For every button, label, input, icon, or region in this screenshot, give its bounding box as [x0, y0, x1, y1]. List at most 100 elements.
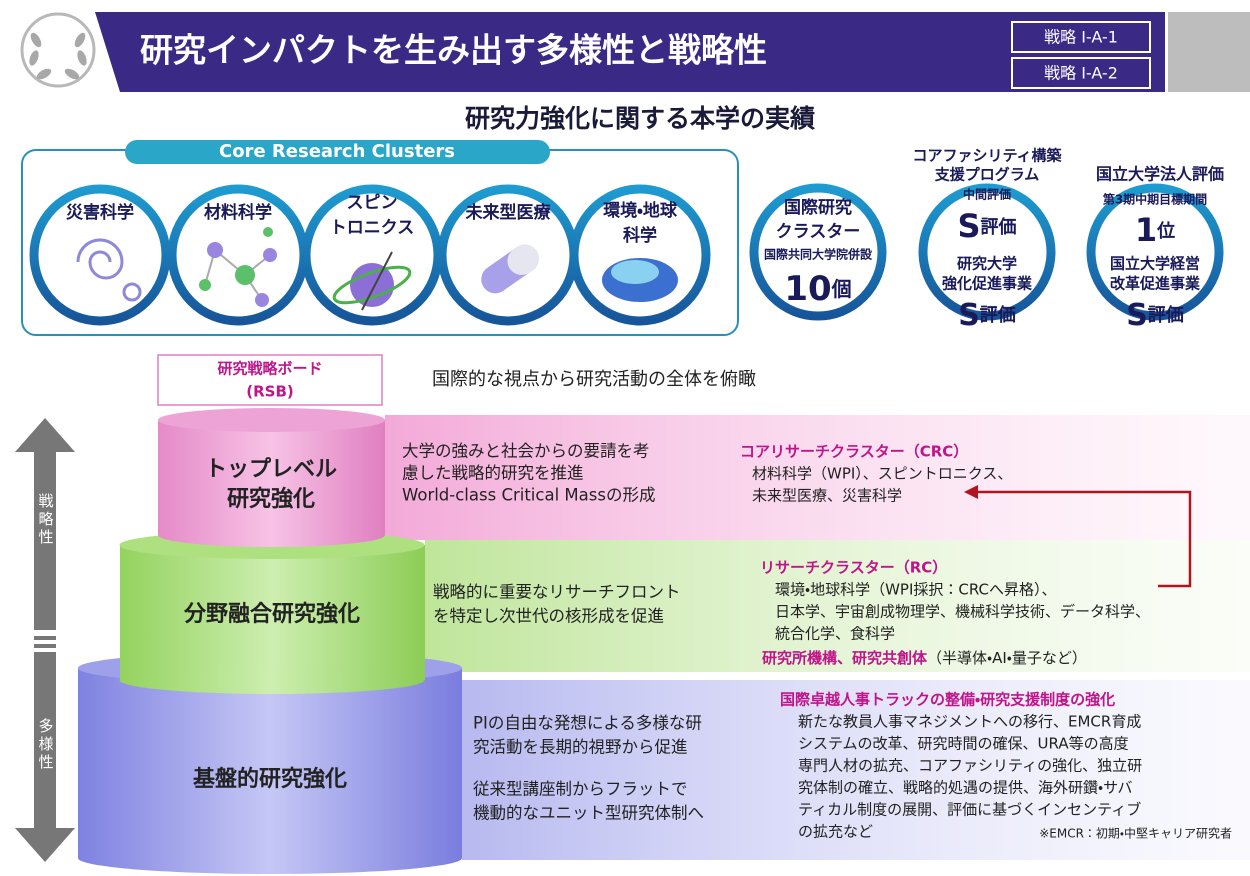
detail-line: 日本学、宇宙創成物理学、機械科学技術、データ科学、 — [775, 603, 1150, 621]
title-banner — [95, 12, 1165, 92]
tier-description: 従来型講座制からフラットで — [473, 780, 688, 799]
detail-line: 材料科学（WPI）、スピントロニクス、 — [752, 465, 1012, 483]
tier-description: 究活動を長期的視野から促進 — [473, 738, 688, 757]
detail-line: 専門人材の拡充、コアファシリティの強化、独立研 — [798, 757, 1142, 775]
achievement-text: 国際共同大学院併設 — [764, 247, 873, 262]
achievement-heading: 国立大学法人評価 — [1096, 165, 1224, 184]
tier-name: トップレベル — [205, 457, 337, 482]
tier-band — [425, 540, 1250, 672]
icon-capsule — [481, 244, 539, 294]
heading: 研究所機構、研究共創体 — [762, 649, 928, 667]
detail-line: ティカル制度の展開、評価に基づくインセンティブ — [798, 801, 1141, 819]
achievement-value: 1位 — [1135, 211, 1175, 249]
achievement-text: 研究大学 — [957, 255, 1017, 273]
grade: S — [957, 207, 980, 245]
page-title: 研究インパクトを生み出す多様性と戦略性 — [140, 31, 767, 70]
axis-label: 戦略性 — [37, 493, 55, 547]
detail-line: の拡充など — [798, 823, 873, 841]
achievement-circle — [1086, 183, 1224, 321]
axis-arrows — [15, 418, 75, 862]
logo-leaves — [29, 32, 87, 80]
tier-description: 慮した戦略的研究を推進 — [402, 464, 584, 483]
number: 10 — [784, 269, 831, 309]
note: （半導体・AI・量子など） — [927, 649, 1087, 667]
detail-line: システムの改革、研究時間の確保、URA等の高度 — [798, 735, 1129, 753]
achievement-value: 10個 — [784, 269, 851, 309]
cluster-circle — [29, 184, 171, 326]
cluster-name: 環境・地球 — [603, 200, 678, 221]
cluster-name: 材料科学 — [204, 202, 272, 223]
unit: 評価 — [980, 304, 1016, 326]
detail-line: 究体制の確立、戦略的処遇の提供、海外研鑽・サバ — [798, 779, 1133, 797]
cluster-name: 科学 — [623, 225, 657, 246]
tier-description: 機動的なユニット型研究体制へ — [473, 804, 704, 823]
achievement-value: S評価 — [958, 298, 1016, 333]
logo — [20, 12, 96, 88]
achievements: 国際研究 クラスター 国際共同大学院併設 10個 コアファシリティ構築 支援プロ… — [749, 147, 1224, 333]
tier-description: World-class Critical Massの形成 — [402, 486, 655, 505]
tier-name: 分野融合研究強化 — [183, 601, 360, 627]
arrow-head — [964, 485, 978, 499]
clusters-label: Core Research Clusters — [219, 141, 455, 162]
detail-line: 未来型医療、災害科学 — [752, 487, 902, 505]
rsb-abbr: (RSB) — [246, 383, 294, 401]
tier-name: 基盤的研究強化 — [193, 766, 347, 792]
grade: S — [958, 298, 980, 333]
achievement-text: 強化促進事業 — [942, 275, 1033, 293]
achievement-text: 国際研究 — [784, 197, 852, 218]
detail-heading: リサーチクラスター（RC） — [760, 559, 947, 577]
icon-earth — [602, 258, 678, 302]
header: 研究インパクトを生み出す多様性と戦略性 戦略 I-A-1 戦略 I-A-2 — [20, 12, 1250, 92]
detail-heading: 国際卓越人事トラックの整備・研究支援制度の強化 — [780, 691, 1115, 709]
detail-line: 環境・地球科学（WPI採択：CRCへ昇格）、 — [775, 581, 1057, 599]
corner-box — [1168, 12, 1250, 92]
badge-text: 戦略 I-A-1 — [1044, 28, 1118, 47]
cluster-circles: 災害科学 材料科学 スピン トロニクス 未来型医療 環境・地球 科学 — [29, 184, 711, 326]
achievement-heading: コアファシリティ構築 — [912, 147, 1062, 165]
rsb-caption: 国際的な視点から研究活動の全体を俯瞰 — [432, 369, 756, 390]
achievement-text: 中間評価 — [963, 187, 1011, 202]
cylinder — [158, 408, 385, 547]
badge — [1011, 21, 1151, 53]
cluster-name: 未来型医療 — [465, 202, 552, 223]
achievement-circle — [918, 183, 1056, 321]
subtitle: 研究力強化に関する本学の実績 — [465, 104, 815, 133]
tier-description: を特定し次世代の核形成を促進 — [433, 607, 664, 626]
detail-heading: コアリサーチクラスター（CRC） — [740, 443, 968, 461]
clusters-pill — [125, 140, 550, 164]
unit: 位 — [1156, 220, 1175, 242]
icon-molecule — [199, 227, 277, 307]
unit: 評価 — [981, 216, 1017, 238]
achievement-circle — [749, 183, 887, 321]
detail-line: 新たな教員人事マネジメントへの移行、EMCR育成 — [798, 713, 1141, 731]
achievement-value: S評価 — [957, 207, 1016, 245]
axis-label: 多様性 — [37, 717, 55, 772]
cluster-name: トロニクス — [330, 218, 415, 238]
badge — [1011, 57, 1151, 89]
achievement-text: 改革促進事業 — [1110, 275, 1201, 293]
unit: 評価 — [1148, 304, 1184, 326]
badge-text: 戦略 I-A-2 — [1044, 64, 1118, 83]
achievement-text: 国立大学経営 — [1110, 255, 1200, 273]
tier-name: 研究強化 — [227, 486, 315, 512]
tier-band — [385, 415, 1250, 540]
rank: 1 — [1135, 211, 1157, 249]
achievement-value: S評価 — [1126, 298, 1184, 333]
unit: 個 — [831, 277, 852, 301]
detail-line: 統合化学、食科学 — [775, 625, 895, 643]
tier-description: 戦略的に重要なリサーチフロント — [433, 583, 681, 602]
rsb-box — [157, 354, 383, 406]
tier-description: 大学の強みと社会からの要請を考 — [402, 442, 650, 461]
achievement-heading: 支援プログラム — [935, 166, 1040, 184]
tier-band — [462, 680, 1250, 860]
cluster-name: スピン — [347, 193, 398, 213]
detail-heading: 研究所機構、研究共創体（半導体・AI・量子など） — [762, 649, 1087, 667]
cluster-name: 災害科学 — [66, 202, 134, 223]
promotion-arrow — [976, 490, 1192, 588]
tier-description: PIの自由な発想による多様な研 — [473, 714, 702, 733]
rsb-title: 研究戦略ボード — [217, 360, 322, 378]
icon-spiral — [76, 238, 142, 302]
footnote: ※EMCR：初期・中堅キャリア研究者 — [1039, 826, 1232, 841]
achievement-text: クラスター — [776, 222, 861, 242]
